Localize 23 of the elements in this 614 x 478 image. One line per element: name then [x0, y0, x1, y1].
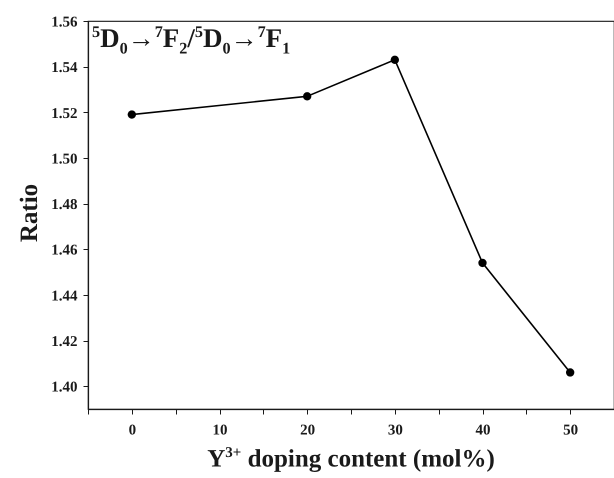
- x-tick-label: 30: [388, 422, 403, 438]
- y-tick-label: 1.52: [51, 106, 78, 122]
- point: [302, 92, 312, 100]
- y-tick-label: 1.54: [51, 60, 78, 76]
- x-tick-label: 50: [563, 422, 578, 438]
- y-tick-label: 1.44: [51, 288, 78, 304]
- x-tick-label: 20: [300, 422, 316, 438]
- y-tick-label: 1.48: [51, 197, 78, 214]
- y-axis-title: Ratio: [16, 182, 44, 244]
- x-tick-label: 40: [476, 422, 490, 438]
- y-tick-label: 1.50: [51, 151, 78, 168]
- y-tick-label: 1.40: [51, 380, 78, 396]
- x-tick-label: 10: [212, 422, 228, 438]
- y-tick-label: 1.56: [51, 14, 78, 30]
- point: [390, 56, 400, 64]
- point: [566, 368, 574, 377]
- point: [478, 258, 487, 268]
- point: [128, 110, 136, 119]
- x-tick-label: 0: [128, 422, 136, 438]
- y-tick-label: 1.46: [51, 242, 78, 259]
- text: $^{5}$D$_{0}$→$^{7}$F$_{2}$/$^{5}$D$_{0}$→$^{7}$F$_{1}$: [92, 23, 290, 58]
- y-tick-label: 1.42: [51, 334, 78, 350]
- x-axis-title: Y$^{3+}$ doping content (mol%): [206, 445, 496, 474]
